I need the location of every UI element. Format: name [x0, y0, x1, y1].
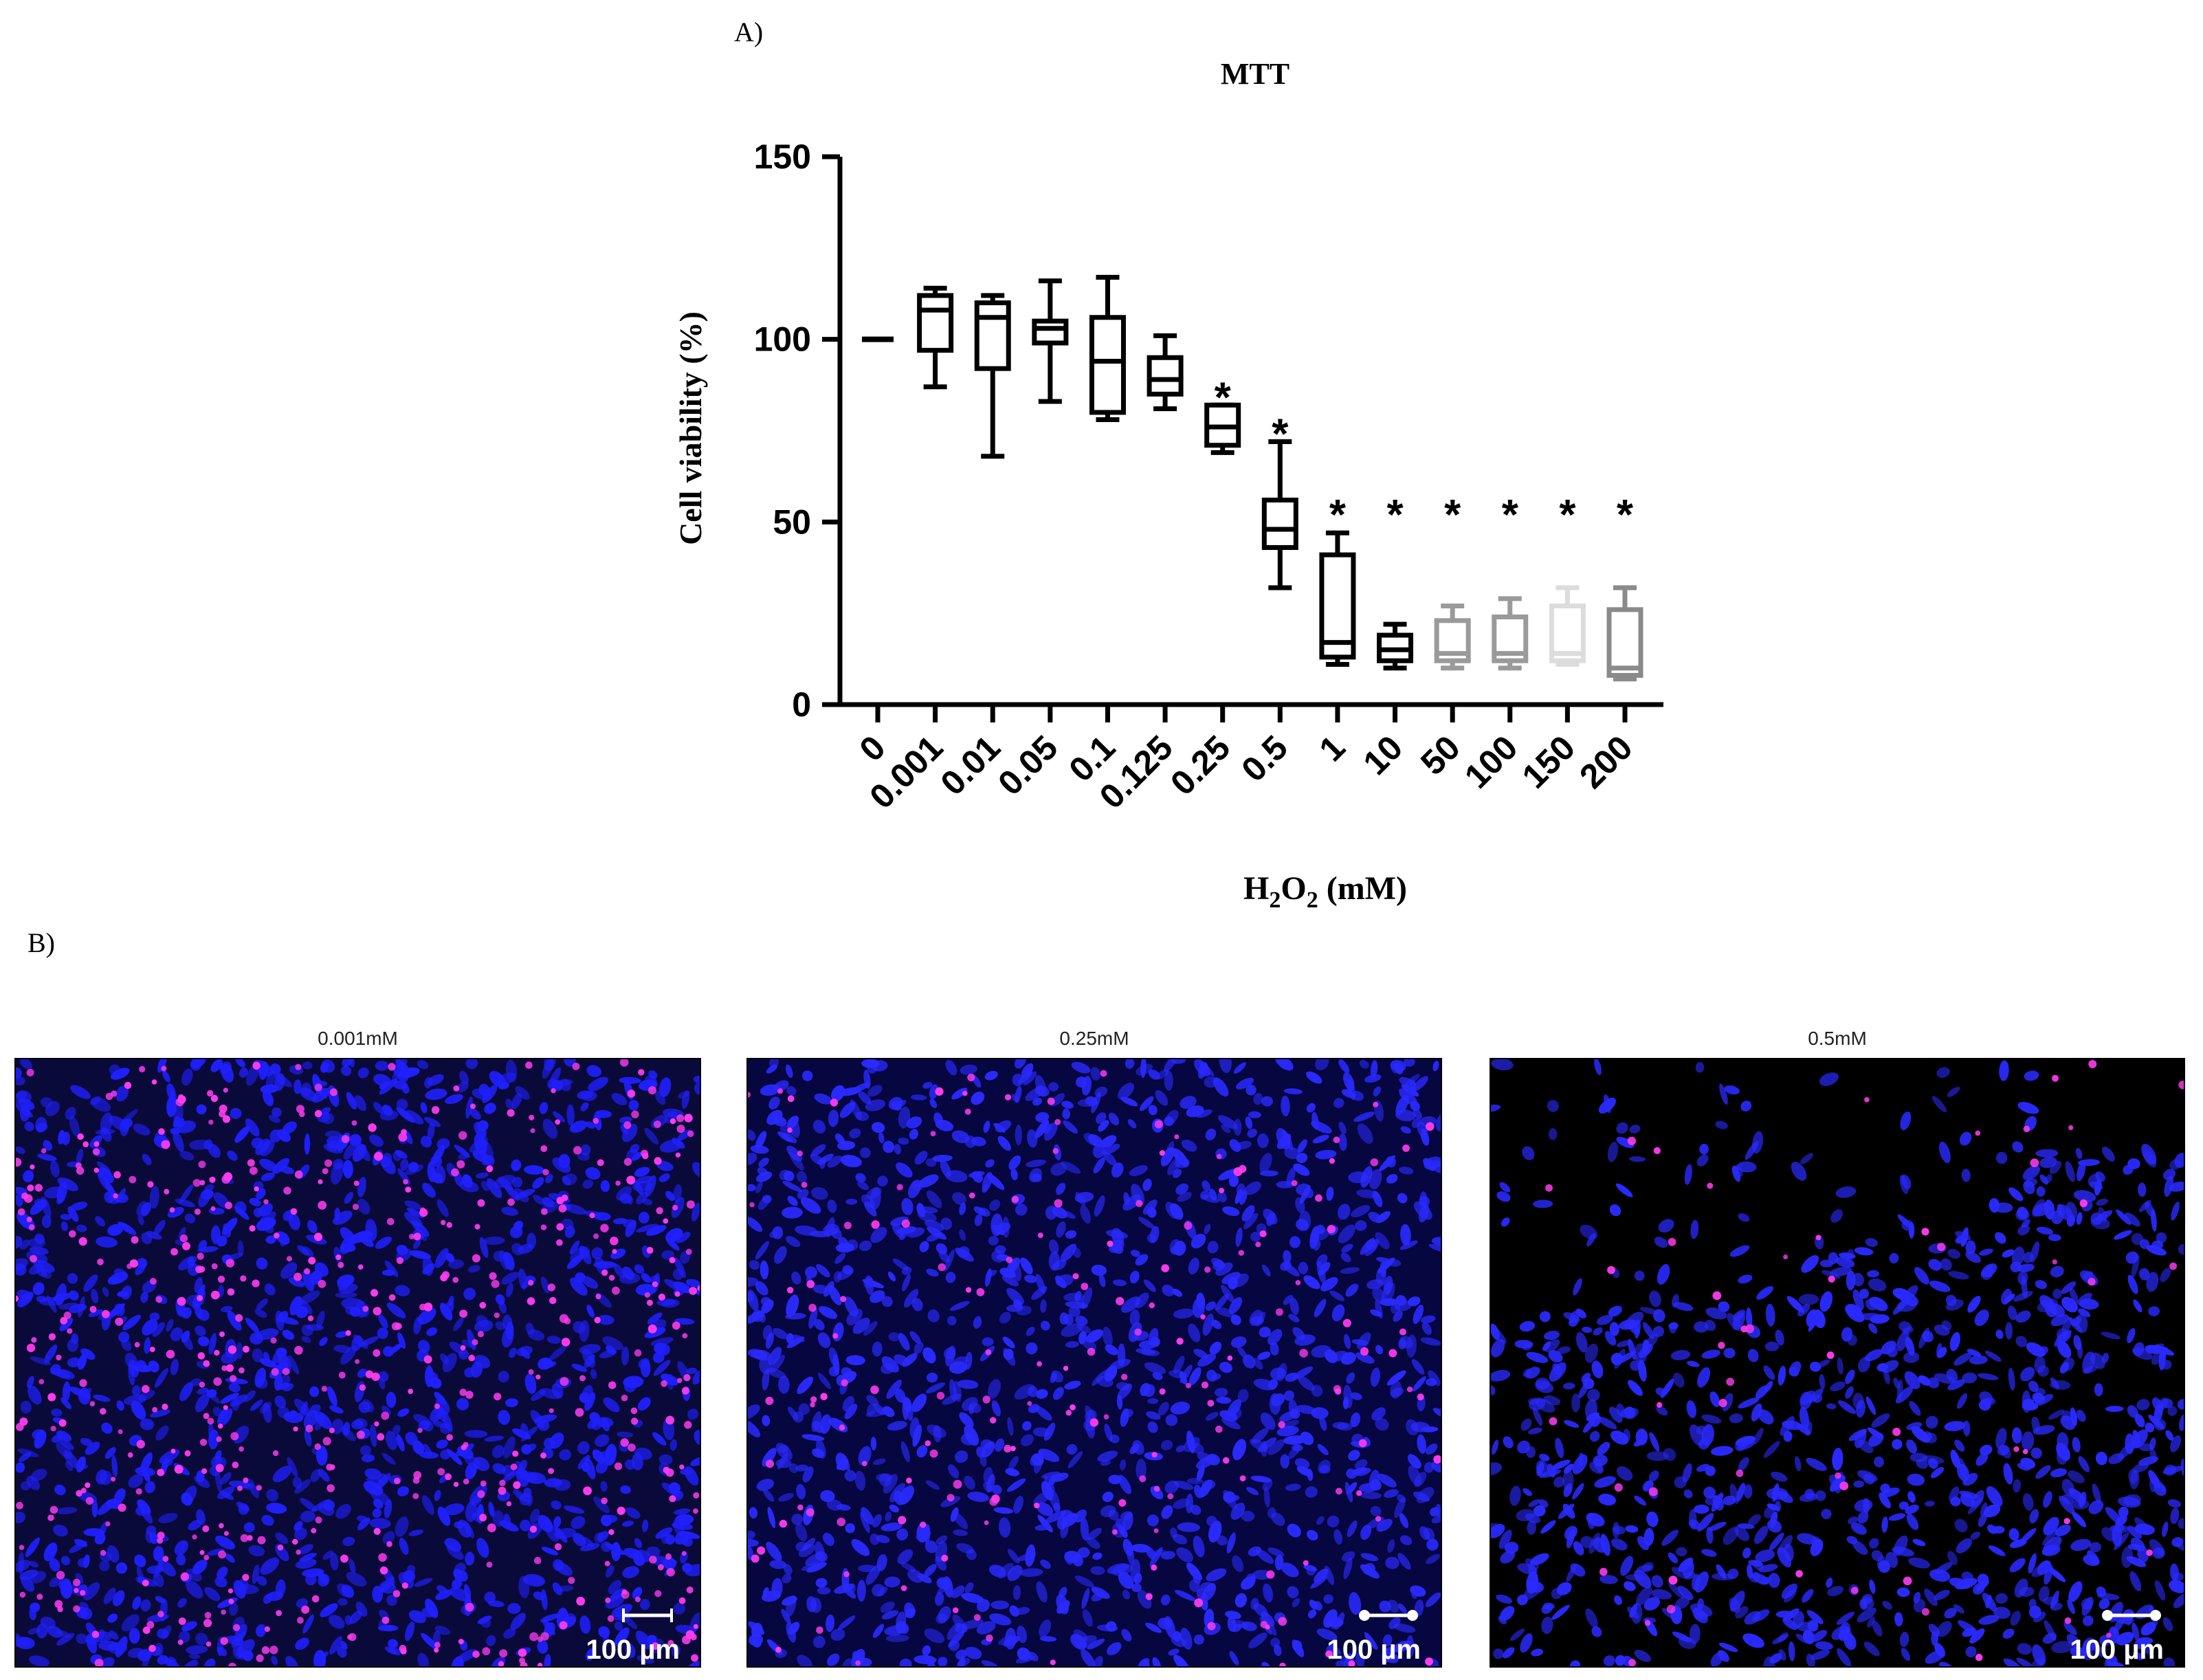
box-0.001: [917, 285, 954, 390]
x-axis-label-sub1: 2: [1269, 887, 1281, 913]
axes: [837, 157, 1663, 707]
box-0.125: [1147, 333, 1184, 412]
cell-layer: [747, 1059, 1441, 1667]
nuclei-layer: [747, 1070, 1441, 1667]
y-tick-label: 0: [792, 685, 811, 724]
micrograph-frame: [1490, 1058, 2185, 1668]
x-tick-label: 200: [1572, 728, 1640, 796]
x-axis-label-unit: (mM): [1318, 870, 1407, 907]
x-axis-label-o: O: [1281, 870, 1306, 907]
nuclei-layer: [15, 1059, 700, 1667]
box-iqr: [1032, 318, 1069, 346]
box-50: *: [1434, 491, 1471, 671]
x-tick-label: 0.5: [1234, 728, 1295, 789]
micrograph-panel-1: 0.001mM 100 µm: [14, 1028, 701, 1668]
scale-bar-label: 100 µm: [1327, 1635, 1421, 1665]
box-iqr: [974, 300, 1011, 371]
significance-marker: *: [1386, 491, 1404, 539]
x-axis-label-sub2: 2: [1307, 887, 1318, 913]
significance-marker: *: [1272, 410, 1289, 458]
scale-bar-label: 100 µm: [2070, 1635, 2164, 1665]
box-1: *: [1319, 491, 1356, 667]
significance-marker: *: [1444, 491, 1461, 539]
box-iqr: [1089, 315, 1126, 415]
y-tick-label: 50: [773, 502, 811, 541]
box-200: *: [1606, 491, 1643, 682]
microscopy-panels: 0.001mM 100 µm 0.25mM 100 µm 0.5mM 100 µm: [14, 1028, 2185, 1668]
x-tick-label: 0.05: [990, 728, 1065, 802]
panel-b-label: B): [27, 927, 55, 958]
micrograph-title: 0.5mM: [1808, 1028, 1867, 1049]
x-tick-label: 100: [1457, 728, 1525, 796]
chart-title: MTT: [1221, 57, 1289, 91]
micrograph-image: [1490, 1059, 2184, 1667]
box-iqr: [1319, 552, 1356, 660]
x-tick-label: 0.01: [933, 728, 1008, 802]
x-tick-label: 1: [1311, 728, 1352, 769]
x-tick-label: 0: [852, 728, 893, 769]
box-0.25: *: [1204, 374, 1241, 455]
nuclei-layer: [1545, 1060, 2184, 1667]
box-150: *: [1549, 491, 1586, 667]
micrograph-panel-3: 0.5mM 100 µm: [1490, 1028, 2185, 1668]
box-0.05: [1032, 278, 1069, 404]
x-tick-label: 50: [1413, 728, 1468, 782]
cell-layer: [1490, 1059, 2184, 1667]
scale-bar: 100 µm: [586, 1609, 680, 1665]
micrograph-image: [747, 1059, 1441, 1667]
scale-bar: 100 µm: [2070, 1610, 2164, 1665]
x-tick-label: 0.25: [1163, 728, 1237, 802]
x-axis-label: H2O2 (mM): [1243, 870, 1407, 913]
box-iqr: [917, 293, 954, 353]
box-0.5: *: [1261, 410, 1298, 590]
box-0.1: [1089, 274, 1126, 423]
significance-marker: *: [1502, 491, 1519, 539]
scale-bar-label: 100 µm: [586, 1635, 680, 1665]
micrograph-panel-2: 0.25mM 100 µm: [746, 1028, 1442, 1668]
significance-marker: *: [1559, 491, 1576, 539]
box-iqr: [1606, 607, 1643, 678]
micrograph-frame: [746, 1058, 1442, 1668]
y-ticks: 0 50 100 150: [754, 137, 840, 724]
boxes: * * * * * * * *: [862, 274, 1643, 682]
significance-marker: *: [1329, 491, 1347, 539]
x-tick-label: 150: [1515, 728, 1583, 796]
box-iqr: [1147, 355, 1184, 397]
box-10: *: [1377, 491, 1414, 671]
box-0.01: [974, 293, 1011, 459]
x-axis-label-h: H: [1243, 870, 1269, 907]
panel-a-label: A): [734, 16, 763, 47]
significance-marker: *: [1215, 374, 1232, 421]
scale-bar: 100 µm: [1327, 1610, 1421, 1665]
micrograph-title: 0.001mM: [318, 1028, 398, 1049]
y-axis-label: Cell viability (%): [673, 311, 708, 545]
significance-marker: *: [1617, 491, 1634, 539]
box-iqr: [1261, 497, 1298, 551]
y-tick-label: 100: [754, 320, 811, 359]
y-tick-label: 150: [754, 137, 811, 176]
micrograph-image: [15, 1059, 700, 1667]
box-100: *: [1492, 491, 1529, 671]
micrograph-frame: [14, 1058, 701, 1668]
x-tick-label: 10: [1355, 728, 1410, 782]
micrograph-title: 0.25mM: [1059, 1028, 1129, 1049]
